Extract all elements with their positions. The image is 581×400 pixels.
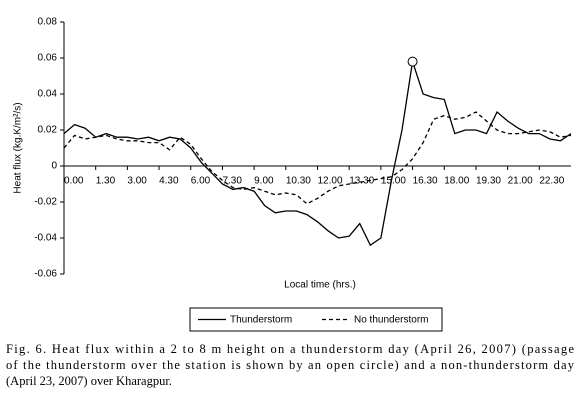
y-tick-label: -0.06 (34, 269, 57, 280)
x-tick-label: 19.30 (476, 176, 501, 187)
legend-label: Thunderstorm (230, 315, 292, 326)
x-tick-label: 10.30 (286, 176, 311, 187)
x-axis-label: Local time (hrs.) (284, 280, 356, 291)
legend-box (189, 307, 443, 332)
passage-marker (407, 56, 418, 67)
y-tick-label: 0 (51, 161, 57, 172)
x-tick-label: 7.30 (222, 176, 242, 187)
y-tick-label: 0.04 (38, 89, 58, 100)
x-tick-label: 22.30 (539, 176, 564, 187)
x-tick-label: 1.30 (96, 176, 116, 187)
legend-label: No thunderstorm (354, 315, 428, 326)
caption-line: Fig. 6. Heat flux within a 2 to 8 m heig… (6, 342, 574, 356)
x-tick-label: 0.00 (64, 176, 84, 187)
y-tick-label: -0.04 (34, 233, 57, 244)
y-tick-label: 0.02 (38, 125, 58, 136)
x-tick-label: 3.00 (127, 176, 147, 187)
y-tick-label: 0.08 (38, 17, 58, 28)
y-axis-label: Heat flux (kg.K/m²/s) (13, 102, 24, 193)
x-tick-label: 4.30 (159, 176, 179, 187)
x-tick-label: 18.00 (444, 176, 469, 187)
x-tick-label: 6.00 (191, 176, 211, 187)
series-line (63, 61, 572, 247)
x-tick-label: 21.00 (508, 176, 533, 187)
x-tick-label: 13.30 (349, 176, 374, 187)
y-tick-label: 0.06 (38, 53, 58, 64)
series-line (63, 111, 572, 205)
x-tick-label: 16.30 (413, 176, 438, 187)
x-tick-label: 9.00 (254, 176, 274, 187)
x-tick-label: 15.00 (381, 176, 406, 187)
y-tick-label: -0.02 (34, 197, 57, 208)
x-tick-label: 12.00 (318, 176, 343, 187)
caption-line: (April 23, 2007) over Kharagpur. (6, 374, 172, 388)
caption-line: of the thunderstorm over the station is … (6, 358, 575, 372)
